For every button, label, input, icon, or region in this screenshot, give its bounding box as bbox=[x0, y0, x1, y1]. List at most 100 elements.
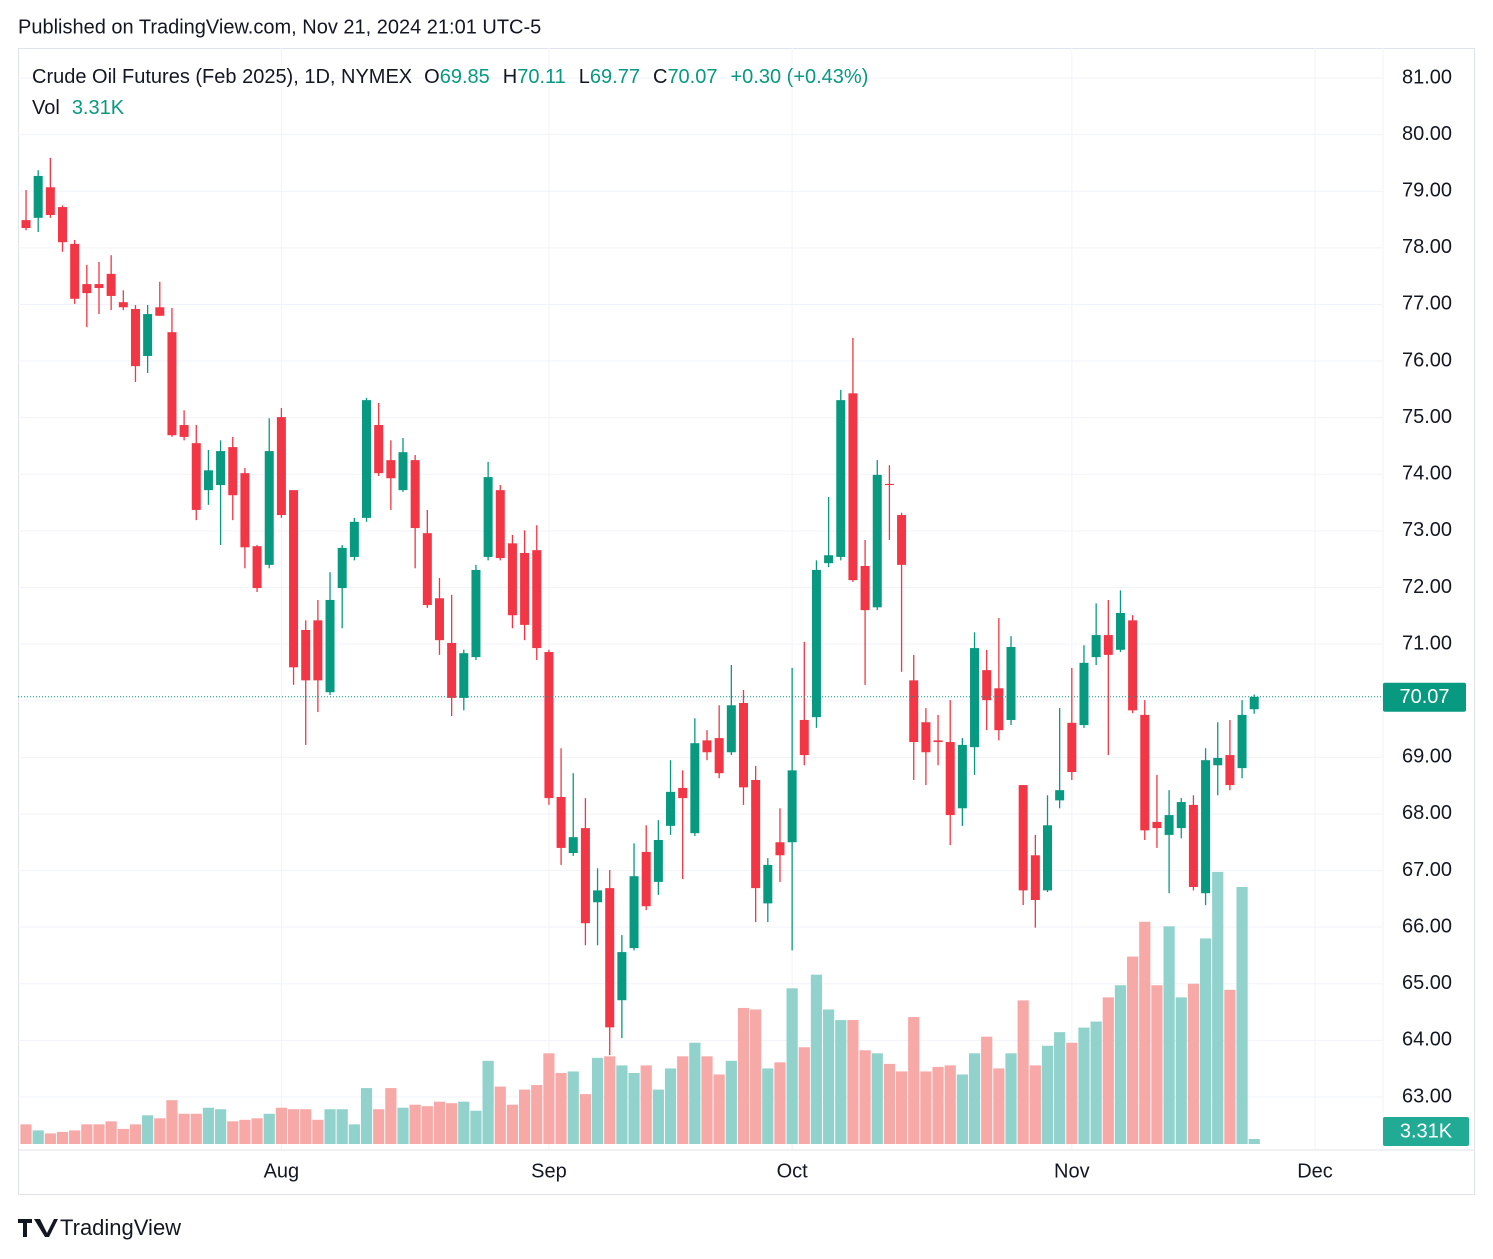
candle-body bbox=[629, 876, 639, 949]
x-tick-label: Oct bbox=[777, 1160, 809, 1182]
legend-change: +0.30 (+0.43%) bbox=[731, 66, 869, 88]
volume-bar bbox=[178, 1113, 190, 1144]
candle-body bbox=[398, 452, 408, 491]
volume-bar bbox=[713, 1074, 725, 1144]
volume-bar bbox=[652, 1089, 664, 1144]
x-tick-label: Nov bbox=[1054, 1160, 1090, 1182]
last-price-label: 70.07 bbox=[1399, 686, 1449, 708]
chart-frame bbox=[18, 48, 1475, 1195]
candle-body bbox=[94, 284, 104, 289]
candle-body bbox=[1164, 815, 1174, 835]
legend-letter: C bbox=[653, 66, 667, 88]
candle-body bbox=[617, 952, 627, 1001]
candle-body bbox=[82, 284, 92, 294]
volume-bar bbox=[154, 1118, 166, 1144]
volume-bar bbox=[604, 1056, 616, 1144]
candle-body bbox=[909, 680, 919, 743]
legend: Crude Oil Futures (Feb 2025), 1D, NYMEX O… bbox=[32, 66, 868, 88]
candle-body bbox=[678, 787, 688, 799]
candle-body bbox=[872, 474, 882, 608]
volume-bar bbox=[93, 1124, 105, 1144]
volume-bar bbox=[287, 1109, 300, 1144]
volume-bar bbox=[786, 988, 798, 1144]
candle-body bbox=[130, 308, 140, 367]
candle-body bbox=[106, 273, 116, 296]
candle-body bbox=[1176, 802, 1186, 829]
candle-body bbox=[593, 890, 603, 903]
y-tick-label: 80.00 bbox=[1402, 123, 1452, 145]
volume-bar bbox=[324, 1109, 336, 1144]
volume-bar bbox=[190, 1113, 202, 1144]
last-volume-label: 3.31K bbox=[1400, 1120, 1453, 1142]
volume-bar bbox=[458, 1101, 470, 1144]
candle-body bbox=[337, 547, 347, 589]
candle-body bbox=[483, 477, 493, 557]
volume-bar bbox=[640, 1065, 652, 1144]
legend-letter: O bbox=[424, 66, 440, 88]
volume-bar bbox=[725, 1060, 737, 1144]
volume-bar bbox=[166, 1100, 178, 1144]
candle-body bbox=[605, 888, 615, 1028]
volume-bar bbox=[397, 1107, 409, 1144]
legend-value: 70.07 bbox=[667, 66, 717, 88]
candle-body bbox=[1237, 714, 1247, 769]
volume-bar bbox=[932, 1066, 944, 1144]
volume-bar bbox=[336, 1109, 348, 1144]
x-tick-label: Dec bbox=[1297, 1160, 1333, 1182]
candle-body bbox=[1225, 755, 1235, 786]
volume-bar bbox=[555, 1072, 567, 1144]
last-volume-badge bbox=[1383, 1116, 1469, 1146]
candle-body bbox=[374, 425, 384, 474]
volume-bar bbox=[421, 1106, 433, 1144]
y-tick-label: 68.00 bbox=[1402, 802, 1452, 824]
candle-body bbox=[21, 220, 31, 229]
candle-body bbox=[580, 828, 590, 924]
legend-letter: H bbox=[503, 66, 517, 88]
candle-body bbox=[787, 770, 797, 843]
candle-body bbox=[179, 425, 189, 437]
candle-body bbox=[325, 599, 335, 693]
y-tick-label: 63.00 bbox=[1402, 1085, 1452, 1107]
volume-bar bbox=[263, 1113, 275, 1144]
candle-body bbox=[1249, 696, 1259, 710]
candle-body bbox=[70, 243, 80, 299]
y-tick-label: 73.00 bbox=[1402, 519, 1452, 541]
volume-bar bbox=[1041, 1045, 1054, 1144]
volume-bar bbox=[531, 1085, 543, 1144]
volume-bar bbox=[251, 1118, 263, 1144]
candle-body bbox=[860, 565, 870, 611]
volume-bar bbox=[202, 1107, 215, 1144]
candle-body bbox=[33, 175, 43, 218]
candle-body bbox=[386, 460, 396, 479]
axes: 63.0064.0065.0066.0067.0068.0069.0070.00… bbox=[18, 48, 1474, 1182]
candle-body bbox=[994, 688, 1004, 731]
volume-bar bbox=[470, 1110, 482, 1144]
candle-body bbox=[301, 629, 311, 681]
candle-body bbox=[921, 722, 931, 753]
candle-body bbox=[641, 851, 651, 907]
candle-body bbox=[1152, 821, 1162, 829]
volume-bar bbox=[810, 974, 823, 1144]
volume-bar bbox=[105, 1121, 117, 1144]
volume-bar bbox=[1199, 938, 1212, 1144]
candle-body bbox=[690, 743, 700, 834]
volume-bar bbox=[300, 1109, 312, 1144]
volume-bar bbox=[1102, 997, 1114, 1144]
volume-bar bbox=[446, 1103, 458, 1144]
candle-body bbox=[155, 307, 165, 316]
x-tick-label: Sep bbox=[531, 1160, 567, 1182]
volume-bar bbox=[908, 1017, 920, 1144]
candle-body bbox=[1188, 804, 1198, 887]
candle-body bbox=[556, 796, 566, 848]
volume-bar bbox=[312, 1119, 324, 1144]
y-tick-label: 66.00 bbox=[1402, 915, 1452, 937]
volume-bar bbox=[823, 1009, 835, 1144]
legend-letter: L bbox=[579, 66, 590, 88]
legend-title: Crude Oil Futures (Feb 2025), 1D, NYMEX bbox=[32, 66, 412, 88]
candle-body bbox=[1042, 825, 1052, 891]
candle-body bbox=[203, 470, 213, 491]
volume-bar bbox=[677, 1056, 689, 1144]
volume-bar bbox=[494, 1086, 506, 1144]
volume-bar bbox=[798, 1047, 810, 1144]
